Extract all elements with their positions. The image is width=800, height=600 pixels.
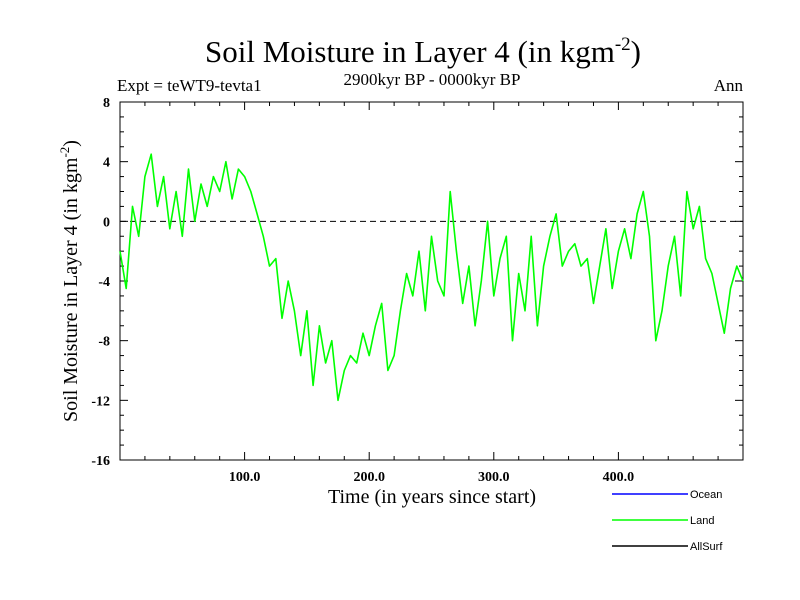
legend-label-ocean: Ocean	[690, 489, 722, 501]
legend: Ocean Land AllSurf	[612, 489, 723, 553]
x-tick-label: 300.0	[478, 470, 510, 485]
x-axis-label: Time (in years since start)	[328, 486, 536, 508]
y-axis-ticks: -16 -12 -8 -4 0 4 8	[91, 96, 743, 469]
expt-label: Expt = teWT9-tevta1	[117, 76, 262, 95]
y-tick-label: -16	[91, 454, 110, 469]
chart-subtitle: 2900kyr BP - 0000kyr BP	[344, 70, 521, 89]
y-tick-label: -4	[98, 275, 110, 290]
legend-label-allsurf: AllSurf	[690, 541, 723, 553]
y-tick-label: 8	[103, 96, 110, 111]
x-tick-label: 400.0	[603, 470, 635, 485]
x-tick-label: 100.0	[229, 470, 261, 485]
y-axis-label: Soil Moisture in Layer 4 (in kgm-2)	[57, 140, 82, 422]
plot-frame	[119, 101, 744, 461]
x-axis-ticks: 100.0 200.0 300.0 400.0	[144, 102, 719, 485]
y-tick-label: -12	[91, 394, 110, 409]
legend-label-land: Land	[690, 515, 714, 527]
y-tick-label: -8	[98, 335, 110, 350]
y-tick-label: 4	[103, 156, 110, 171]
series-line-land	[119, 153, 744, 402]
x-tick-label: 200.0	[353, 470, 385, 485]
season-label: Ann	[714, 76, 744, 95]
chart-title: Soil Moisture in Layer 4 (in kgm-2)	[205, 34, 641, 69]
y-tick-label: 0	[103, 215, 110, 230]
